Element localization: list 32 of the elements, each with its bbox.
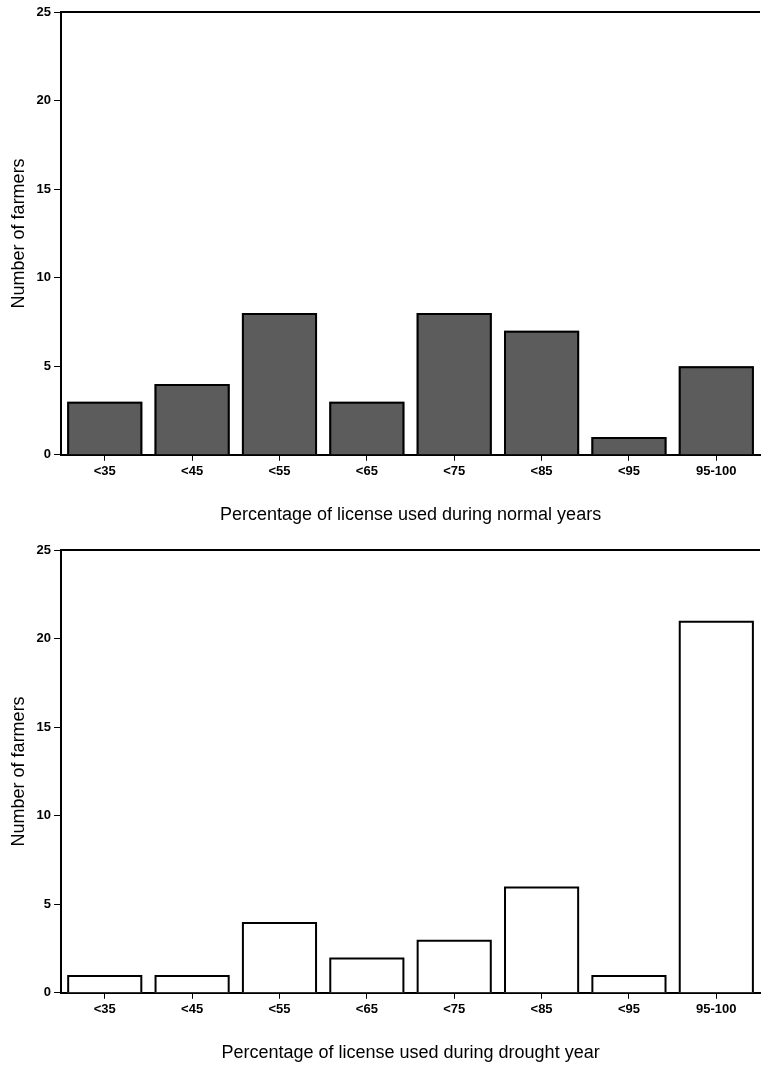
x-tick-label: <45	[181, 1001, 204, 1017]
y-tick-label: 20	[36, 92, 52, 108]
y-tick-label: 0	[43, 984, 52, 1000]
x-tick-label: <85	[530, 463, 553, 479]
y-tick-label: 10	[36, 269, 52, 285]
y-axis-title: Number of farmers	[7, 696, 28, 847]
x-tick-label: <55	[268, 1001, 291, 1017]
y-tick-label: 25	[36, 541, 52, 557]
y-tick-label: 5	[43, 895, 52, 911]
y-axis-title: Number of farmers	[7, 158, 28, 309]
x-tick-label: <65	[355, 463, 378, 479]
y-tick-label: 5	[43, 357, 52, 373]
x-tick-label: <35	[93, 1001, 116, 1017]
y-tick-label: 25	[36, 3, 52, 19]
y-tick-label: 10	[36, 807, 52, 823]
x-tick-label: <55	[268, 463, 291, 479]
y-tick-label: 15	[36, 718, 52, 734]
x-tick-label: <45	[181, 463, 204, 479]
x-tick-label: <65	[355, 1001, 378, 1017]
x-tick-label: <35	[93, 463, 116, 479]
y-tick-label: 20	[36, 630, 52, 646]
x-tick-label: 95-100	[696, 463, 737, 479]
y-tick-label: 0	[43, 446, 52, 462]
x-axis-title: Percentage of license used during drought year	[221, 1042, 600, 1063]
x-tick-label: <95	[617, 463, 640, 479]
y-tick-label: 15	[36, 180, 52, 196]
x-tick-label: <75	[443, 1001, 466, 1017]
x-tick-label: <75	[443, 463, 466, 479]
x-tick-label: <85	[530, 1001, 553, 1017]
x-tick-label: 95-100	[696, 1001, 737, 1017]
x-axis-title: Percentage of license used during normal years	[219, 504, 602, 525]
x-tick-label: <95	[617, 1001, 640, 1017]
